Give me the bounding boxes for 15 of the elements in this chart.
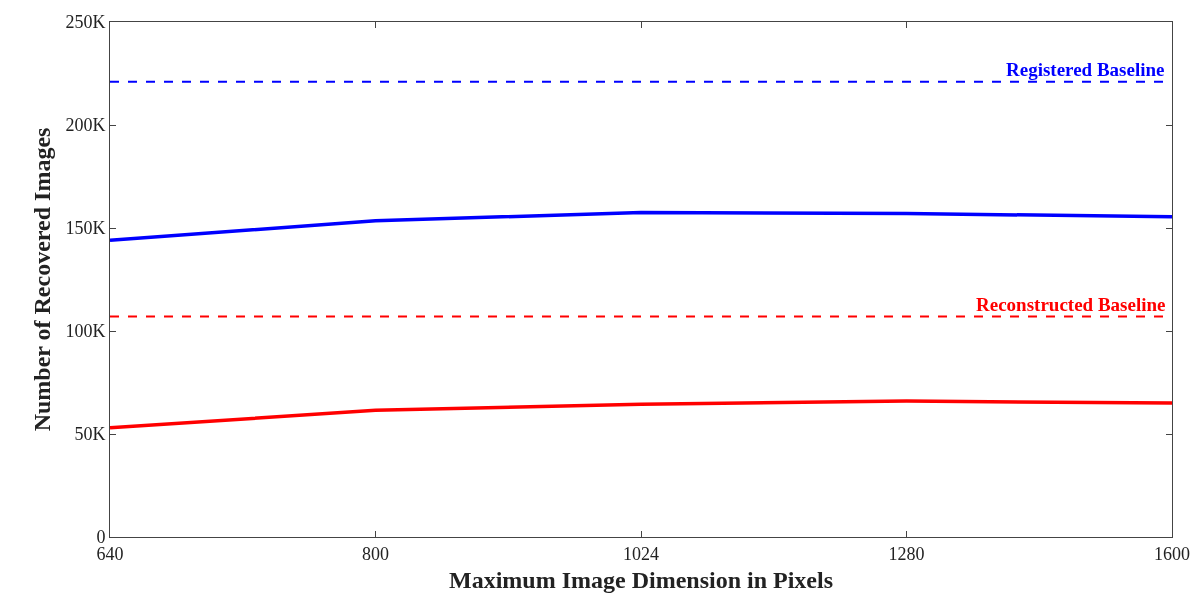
ref-line-label: Registered Baseline: [1006, 59, 1165, 80]
x-axis-title: Maximum Image Dimension in Pixels: [449, 566, 833, 593]
x-tick-label: 1024: [623, 543, 659, 564]
y-tick-label: 150K: [65, 218, 106, 239]
y-tick-label: 200K: [65, 115, 106, 136]
y-axis-title: Number of Recovered Images: [28, 127, 55, 432]
y-tick-label: 100K: [65, 321, 106, 342]
x-tick-label: 1600: [1154, 543, 1190, 564]
y-tick-label: 250K: [65, 12, 106, 33]
x-tick-label: 800: [362, 543, 389, 564]
ref-line-label: Reconstructed Baseline: [976, 294, 1166, 315]
x-tick-label: 1280: [888, 543, 925, 564]
y-tick-label: 50K: [74, 424, 106, 445]
line-series: [110, 399, 1172, 430]
line-series: [110, 210, 1172, 243]
